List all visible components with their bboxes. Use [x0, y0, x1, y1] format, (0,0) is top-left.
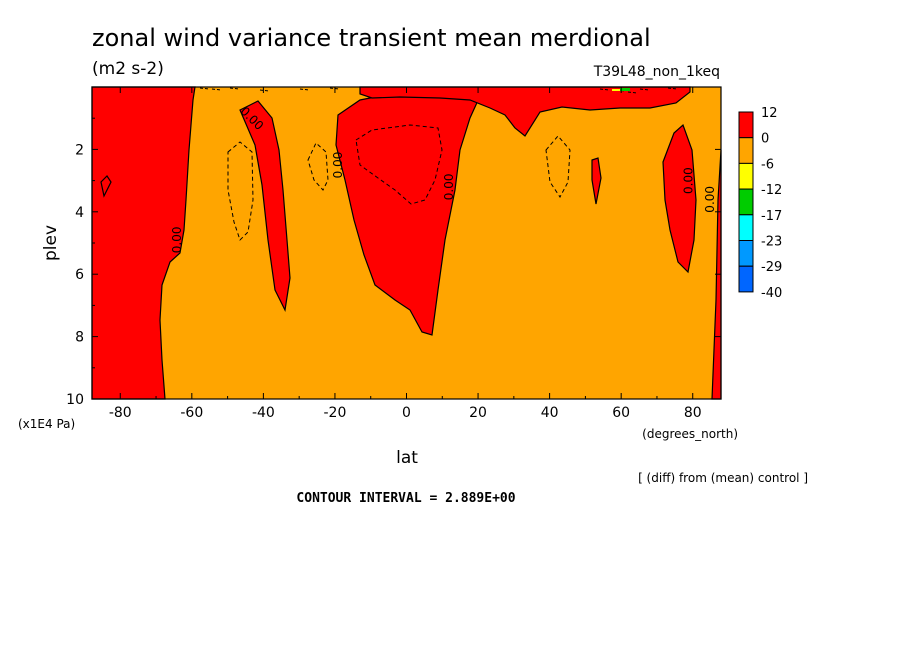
y-tick-label: 2 — [75, 142, 84, 158]
y-tick-label: 10 — [66, 392, 84, 408]
positive-regions — [91, 86, 722, 400]
chart-units: (m2 s-2) — [92, 59, 164, 79]
y-axis: 2 4 6 8 10 — [66, 117, 721, 408]
legend-swatch — [738, 162, 754, 190]
y-tick-label: 4 — [75, 205, 84, 221]
legend-swatch — [738, 137, 754, 164]
plot-area: 0.000.000.000.00 0.000.00 — [91, 86, 722, 400]
contour-label: 0.00 — [682, 167, 696, 194]
legend-swatch — [738, 265, 754, 293]
red-region-south-mid — [239, 100, 291, 312]
x-tick-label: 0 — [402, 405, 411, 421]
dashed-contour-4 — [355, 124, 443, 205]
top-contour-tick — [299, 88, 310, 91]
legend-label: -29 — [761, 260, 782, 275]
contour-label: 0.00 — [442, 173, 456, 200]
contour-label: 0.00 — [170, 227, 184, 254]
x-axis-units: (degrees_north) — [642, 427, 738, 441]
legend-swatch — [738, 188, 754, 216]
legend-label: -12 — [761, 183, 782, 198]
top-contour-tick — [599, 88, 610, 91]
x-tick-label: -40 — [252, 405, 275, 421]
legend-label: -17 — [761, 209, 782, 224]
color-legend: 12 0 -6 -12 -17 -23 -29 -40 — [738, 106, 782, 301]
diff-annotation: [ (diff) from (mean) control ] — [638, 471, 808, 485]
contour-label: 0.00 — [703, 186, 717, 213]
legend-label: 0 — [761, 132, 769, 147]
top-green-patch — [620, 88, 630, 91]
red-region-narrow — [591, 157, 602, 205]
top-contour-tick — [259, 89, 270, 92]
top-contour-tick — [667, 87, 678, 90]
dashed-contour-2 — [307, 142, 329, 191]
top-contour-tick — [329, 87, 340, 90]
legend-swatch — [738, 111, 754, 139]
legend-label: -23 — [761, 235, 782, 250]
legend-swatch — [738, 240, 754, 267]
x-tick-label: 60 — [612, 405, 630, 421]
top-edge-contours — [199, 87, 678, 94]
x-tick-label: -80 — [109, 405, 132, 421]
legend-label: 12 — [761, 106, 778, 121]
y-tick-label: 8 — [75, 330, 84, 346]
red-region-top-strip — [359, 86, 691, 137]
top-contour-tick — [199, 87, 210, 90]
x-tick-label: 80 — [684, 405, 702, 421]
red-region-south-polar — [91, 86, 196, 400]
legend-label: -6 — [761, 157, 774, 172]
x-tick-label: -60 — [180, 405, 203, 421]
y-axis-units: (x1E4 Pa) — [18, 417, 75, 431]
x-axis-label: lat — [396, 448, 418, 468]
y-tick-label: 6 — [75, 267, 84, 283]
red-region-north-mid — [662, 123, 697, 274]
chart-title: zonal wind variance transient mean merdi… — [92, 24, 651, 52]
contour-labels: 0.000.000.000.00 0.000.00 — [170, 104, 717, 253]
red-region-west-notch — [100, 175, 112, 198]
contour-interval-label: CONTOUR INTERVAL = 2.889E+00 — [296, 491, 515, 506]
legend-swatch — [738, 214, 754, 242]
y-axis-label: plev — [41, 225, 61, 261]
run-label: T39L48_non_1keq — [593, 64, 720, 80]
top-contour-tick — [229, 87, 240, 90]
negative-contours — [227, 124, 571, 241]
legend-label: -40 — [761, 286, 782, 301]
x-tick-label: 20 — [469, 405, 487, 421]
x-tick-label: 40 — [541, 405, 559, 421]
x-tick-label: -20 — [324, 405, 347, 421]
top-contour-tick — [211, 88, 222, 91]
x-axis: -80 -60 -40 -20 0 20 40 60 80 — [109, 87, 702, 421]
dashed-contour-1 — [227, 141, 254, 241]
contour-label: 0.00 — [331, 152, 345, 179]
top-contour-tick — [627, 91, 638, 94]
top-contour-tick — [639, 88, 650, 91]
top-yellow-patch — [612, 89, 620, 91]
